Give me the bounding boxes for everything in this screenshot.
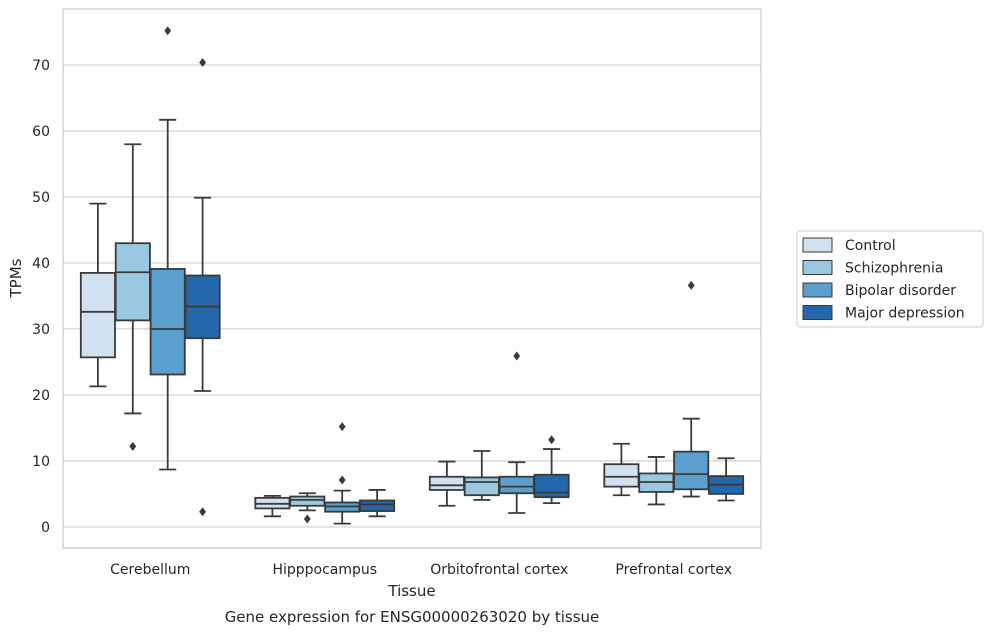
- legend-frame: [796, 230, 984, 328]
- box-body: [673, 450, 710, 491]
- legend: Control Schizophrenia Bipolar disorder Majo…: [796, 230, 984, 328]
- outlier-point: [129, 441, 137, 451]
- y-tick-label: 0: [41, 520, 50, 536]
- y-tick-label: 50: [32, 190, 50, 206]
- outlier-point: [338, 475, 346, 485]
- x-tick-label: Hipppocampus: [272, 562, 377, 578]
- figure-caption: Gene expression for ENSG00000263020 by t…: [225, 608, 600, 626]
- x-tick-label: Orbitofrontal cortex: [430, 562, 568, 578]
- legend-swatch: [802, 237, 833, 253]
- box: [673, 280, 710, 498]
- box-body: [463, 476, 500, 497]
- y-tick-label: 10: [32, 454, 50, 470]
- outlier-point: [164, 26, 172, 36]
- x-tick-label: Cerebellum: [110, 562, 190, 578]
- box: [603, 442, 640, 497]
- y-axis-label: TPMs: [7, 258, 25, 298]
- box: [149, 26, 186, 471]
- legend-swatch: [802, 305, 833, 320]
- outlier-point: [338, 422, 346, 432]
- box: [254, 494, 291, 518]
- box: [638, 456, 675, 506]
- box-body: [428, 475, 465, 491]
- gridlines: [63, 64, 761, 528]
- x-tick-labels: Cerebellum Hipppocampus Orbitofrontal cort…: [110, 562, 732, 578]
- box-body: [359, 499, 396, 512]
- y-tick-label: 40: [32, 256, 50, 272]
- y-tick-labels: 0 10 20 30 40 50 60 70: [32, 58, 50, 536]
- box: [498, 351, 535, 514]
- y-tick-label: 20: [32, 388, 50, 404]
- box-body: [149, 268, 186, 376]
- box: [463, 450, 500, 501]
- box: [359, 489, 396, 518]
- box-body: [289, 495, 326, 507]
- outlier-point: [548, 435, 555, 445]
- box: [184, 57, 221, 517]
- legend-swatch: [802, 260, 833, 275]
- legend-label: Bipolar disorder: [845, 283, 956, 299]
- box: [708, 457, 745, 502]
- boxes-layer: [79, 26, 745, 525]
- outlier-point: [687, 280, 695, 290]
- legend-label: Schizophrenia: [845, 261, 943, 277]
- box-body: [603, 463, 640, 488]
- box: [533, 435, 570, 505]
- outlier-point: [513, 351, 521, 361]
- outlier-point: [303, 514, 311, 524]
- x-tick-label: Prefrontal cortex: [615, 562, 732, 578]
- legend-label: Control: [845, 238, 896, 254]
- box-body: [533, 473, 570, 499]
- x-axis-label: Tissue: [387, 582, 435, 600]
- y-tick-label: 70: [32, 58, 50, 74]
- legend-swatch: [802, 282, 833, 298]
- box-body: [498, 475, 535, 495]
- outlier-point: [199, 57, 206, 67]
- y-tick-label: 30: [32, 322, 50, 338]
- box: [79, 202, 116, 388]
- outlier-point: [199, 507, 206, 517]
- legend-label: Major depression: [845, 306, 965, 322]
- box-body: [79, 271, 116, 359]
- y-tick-label: 60: [32, 124, 50, 140]
- box: [114, 143, 151, 451]
- box: [289, 492, 326, 524]
- box-body: [114, 242, 151, 322]
